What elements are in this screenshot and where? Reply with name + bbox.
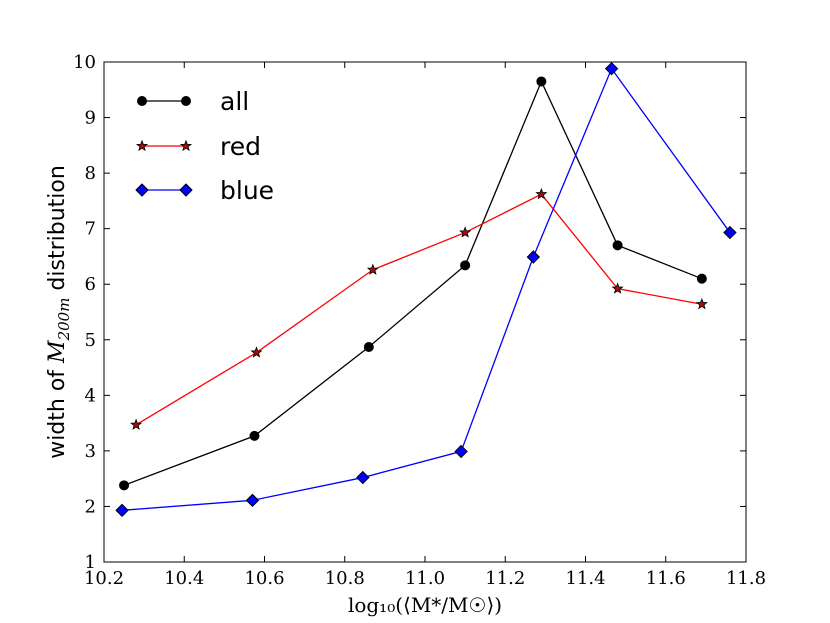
series-line-blue [122,67,731,511]
data-point-red [366,263,379,275]
data-point-blue [604,61,619,76]
y-axis-label-post: distribution [45,165,70,297]
x-tick-label: 11.4 [565,568,605,589]
data-point-red [459,226,472,238]
y-tick-label: 9 [85,108,96,129]
data-point-blue [115,503,129,518]
data-point-red [695,297,708,310]
y-tick-label: 7 [85,219,96,240]
y-tick-label: 8 [85,163,96,184]
legend-marker-red [179,139,193,152]
data-point-blue [526,250,541,264]
data-point-red [611,282,624,294]
y-tick-label: 10 [73,52,96,73]
y-tick-label: 3 [85,441,96,462]
data-point-blue [454,444,468,459]
data-point-red [250,346,263,358]
y-tick-label: 5 [85,330,96,351]
legend-label-red: red [220,132,261,161]
y-tick-label: 6 [85,274,96,295]
series-line-red [135,193,702,426]
series-line-all [123,79,703,486]
y-tick-label: 2 [85,496,96,517]
legend-marker-blue [135,183,149,197]
data-point-all [249,430,260,441]
x-tick-label: 10.2 [84,568,124,589]
y-tick-label: 1 [85,552,96,573]
x-tick-label: 10.4 [164,568,204,589]
plot-frame [103,61,747,563]
x-tick-label: 11.6 [646,568,686,589]
series-all [119,76,707,491]
x-tick-label: 10.6 [244,568,284,589]
data-point-all [536,76,547,87]
data-point-blue [723,225,737,240]
x-tick-label: 11.0 [405,568,445,589]
data-point-all [612,240,623,251]
data-point-all [363,342,374,352]
x-tick-label: 11.2 [485,568,525,589]
data-point-all [119,480,130,491]
x-tick-label: 10.8 [325,568,365,589]
data-point-blue [245,493,260,508]
series-red [130,187,708,430]
data-point-all [460,260,471,271]
y-axis-label-pre: width of [45,363,70,459]
data-point-red [130,418,143,430]
data-point-red [535,187,548,200]
x-axis-label: log₁₀(⟨M*/M☉⟩) [348,593,502,617]
y-axis-label-sub: 200m [55,298,73,342]
legend-label-blue: blue [220,176,274,205]
legend-marker-blue [179,183,193,197]
legend-marker-red [135,139,149,152]
y-axis-label: width of M200m distribution [45,165,73,459]
data-point-blue [356,470,370,485]
legend-marker-all [137,96,147,106]
data-point-all [696,273,707,284]
y-tick-label: 4 [85,385,96,406]
y-axis-label-math: M [45,340,70,364]
legend-marker-all [181,96,191,106]
legend-label-all: all [220,87,249,116]
series-blue [115,61,737,518]
x-tick-label: 11.8 [726,568,766,589]
